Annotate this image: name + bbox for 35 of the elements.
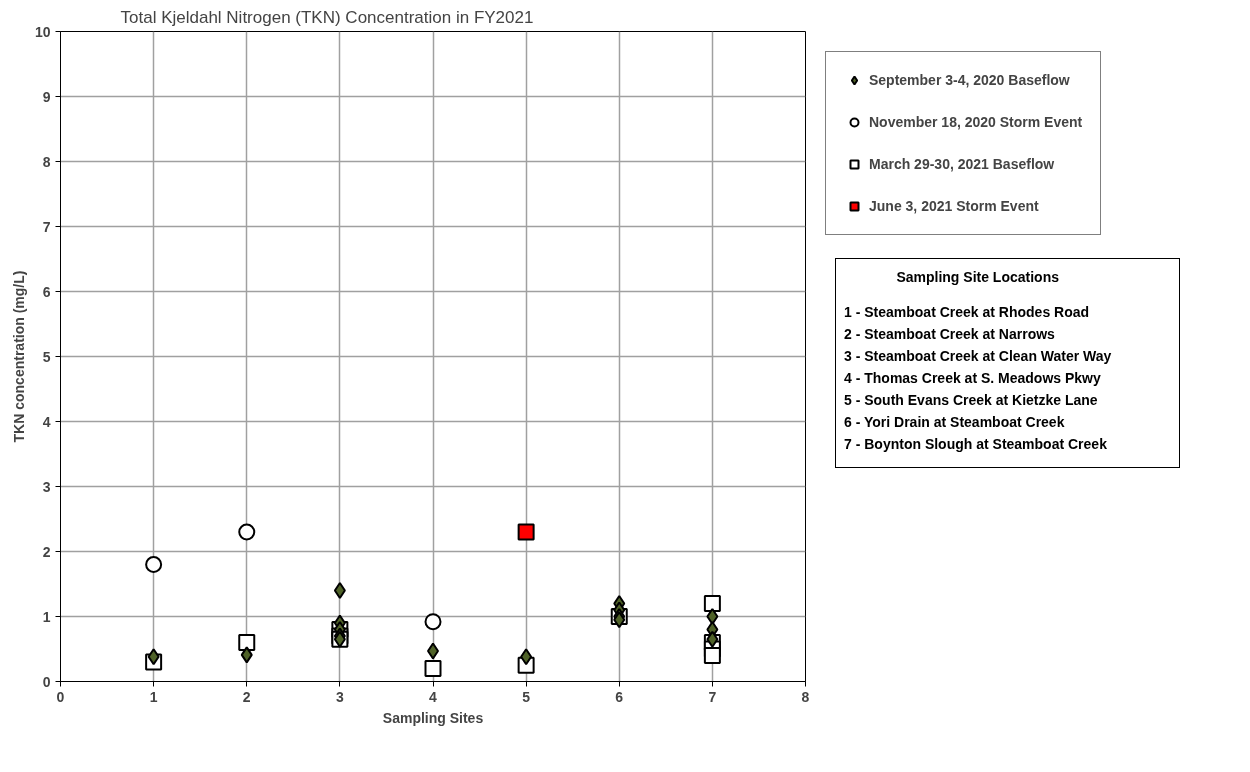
x-tick-label: 2: [242, 688, 251, 705]
x-tick-label: 6: [615, 688, 624, 705]
y-tick-label: 6: [42, 283, 51, 300]
y-axis-title: TKN concentration (mg/L): [10, 270, 27, 443]
x-tick-label: 1: [149, 688, 158, 705]
legend-label: September 3-4, 2020 Baseflow: [869, 72, 1070, 88]
text: 7 - Boynton Slough at Steamboat Creek: [844, 435, 1108, 454]
text: 4 - Thomas Creek at S. Meadows Pkwy: [844, 369, 1102, 388]
legend-label: November 18, 2020 Storm Event: [869, 114, 1083, 130]
y-tick-label: 0: [42, 673, 51, 690]
legend-label: March 29-30, 2021 Baseflow: [869, 156, 1055, 172]
x-tick-label: 7: [708, 688, 717, 705]
x-tick-label: 0: [56, 688, 65, 705]
chart-title: Total Kjeldahl Nitrogen (TKN) Concentration in FY2021: [120, 7, 534, 27]
y-tick-label: 9: [42, 88, 51, 105]
y-tick-label: 1: [42, 608, 51, 625]
x-tick-label: 3: [335, 688, 344, 705]
y-tick-label: 5: [42, 348, 51, 365]
x-tick-label: 8: [801, 688, 810, 705]
x-axis-title: Sampling Sites: [382, 709, 484, 726]
x-tick-label: 5: [522, 688, 531, 705]
y-tick-label: 3: [42, 478, 51, 495]
y-tick-label: 10: [34, 23, 51, 40]
text: 2 - Steamboat Creek at Narrows: [844, 325, 1056, 344]
x-tick-label: 4: [429, 688, 438, 705]
text: 6 - Yori Drain at Steamboat Creek: [844, 413, 1066, 432]
y-tick-label: 4: [42, 413, 51, 430]
text: 3 - Steamboat Creek at Clean Water Way: [844, 347, 1112, 366]
y-tick-label: 7: [42, 218, 51, 235]
text: 5 - South Evans Creek at Kietzke Lane: [844, 391, 1099, 410]
text: Sampling Site Locations: [895, 268, 1060, 287]
legend-label: June 3, 2021 Storm Event: [869, 198, 1039, 214]
y-tick-label: 8: [42, 153, 51, 170]
text: 1 - Steamboat Creek at Rhodes Road: [844, 303, 1091, 322]
y-tick-label: 2: [42, 543, 51, 560]
